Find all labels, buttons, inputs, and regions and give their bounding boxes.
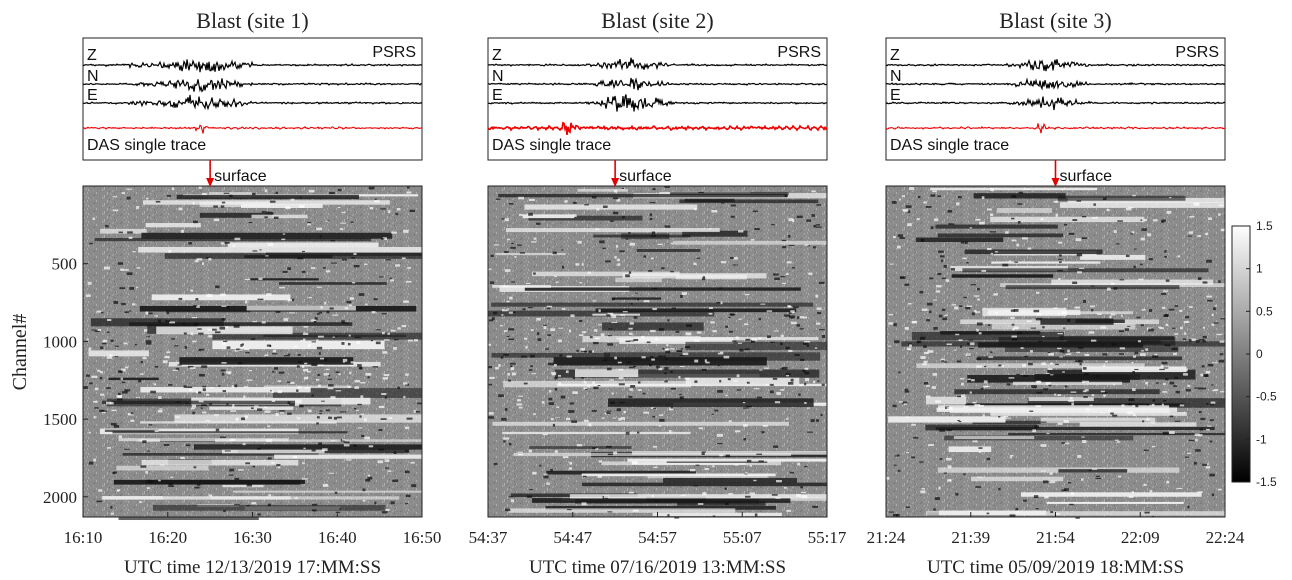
station-label: PSRS [1175, 44, 1219, 61]
colorbar-tick-label: -1 [1256, 432, 1267, 446]
das-label: DAS single trace [492, 137, 611, 154]
x-tick-label: 55:17 [808, 528, 847, 547]
station-label: PSRS [777, 44, 821, 61]
x-tick-label: 16:40 [318, 528, 357, 547]
das-label: DAS single trace [87, 137, 206, 154]
x-tick-label: 54:37 [469, 528, 508, 547]
surface-label: surface [1060, 168, 1113, 185]
colorbar-tick-label: -0.5 [1256, 390, 1277, 404]
colorbar-tick-label: 1.5 [1256, 219, 1273, 233]
component-label-e: E [890, 87, 901, 104]
component-label-n: N [492, 68, 504, 85]
x-tick-label: 21:24 [867, 528, 906, 547]
surface-arrow-head [611, 178, 620, 187]
x-tick-label: 21:54 [1036, 528, 1075, 547]
das-trace [82, 124, 423, 134]
seismogram-trace-e [82, 94, 423, 111]
component-label-e: E [492, 87, 503, 104]
x-tick-label: 54:57 [638, 528, 677, 547]
surface-label: surface [214, 168, 267, 185]
station-label: PSRS [372, 44, 416, 61]
panel-title: Blast (site 1) [196, 8, 308, 33]
colorbar-tick-label: -1.5 [1256, 475, 1277, 489]
x-tick-label: 16:10 [64, 528, 103, 547]
panel-2: Blast (site 2) PSRS ZNE DAS single trace sur… [469, 8, 847, 578]
trace-box [885, 37, 1226, 161]
y-axis-label: Channel# [9, 314, 31, 391]
das-heatmap [885, 185, 1227, 519]
das-heatmap [487, 185, 828, 520]
colorbar-tick-label: 0.5 [1256, 304, 1273, 318]
component-label-z: Z [492, 47, 502, 64]
seismogram-trace-e [885, 96, 1226, 111]
seismogram-trace-e [488, 94, 828, 112]
colorbar-tick-label: 0 [1256, 347, 1263, 361]
das-trace [885, 122, 1226, 134]
seismogram-trace-z [82, 59, 423, 73]
y-tick-label: 1000 [43, 332, 77, 351]
y-tick-label: 500 [52, 255, 78, 274]
das-label: DAS single trace [890, 137, 1009, 154]
x-axis-label: UTC time 05/09/2019 18:MM:SS [927, 557, 1184, 578]
surface-arrow-head [1051, 178, 1060, 187]
x-tick-label: 55:07 [723, 528, 762, 547]
colorbar-tick-label: 1 [1256, 262, 1263, 276]
surface-label: surface [619, 168, 672, 185]
x-tick-label: 21:39 [951, 528, 990, 547]
panel-3: Blast (site 3) PSRS ZNE DAS single trace sur… [867, 8, 1245, 578]
surface-arrow-head [206, 178, 215, 187]
das-heatmap [82, 185, 423, 521]
x-tick-label: 16:20 [148, 528, 187, 547]
x-tick-label: 22:09 [1121, 528, 1160, 547]
panel-title: Blast (site 3) [999, 8, 1111, 33]
seismogram-trace-n [885, 77, 1226, 91]
seismogram-trace-n [487, 77, 828, 91]
component-label-z: Z [87, 47, 97, 64]
x-tick-label: 16:50 [403, 528, 442, 547]
y-tick-label: 2000 [43, 488, 77, 507]
x-tick-label: 22:24 [1206, 528, 1245, 547]
component-label-n: N [890, 68, 902, 85]
seismogram-trace-n [82, 78, 423, 93]
x-tick-label: 16:30 [233, 528, 272, 547]
seismogram-trace-z [885, 58, 1226, 72]
seismogram-trace-z [487, 57, 828, 71]
y-tick-label: 1500 [43, 410, 77, 429]
panel-1: Blast (site 1) PSRS ZNE DAS single trace sur… [43, 8, 441, 578]
das-trace [487, 121, 828, 135]
x-tick-label: 54:47 [553, 528, 592, 547]
trace-box [82, 37, 423, 161]
colorbar: 1.5 1 0.5 0 -0.5 -1 -1.5 [1231, 219, 1277, 489]
component-label-z: Z [890, 47, 900, 64]
component-label-e: E [87, 87, 98, 104]
component-label-n: N [87, 68, 99, 85]
panel-title: Blast (site 2) [601, 8, 713, 33]
x-axis-label: UTC time 07/16/2019 13:MM:SS [529, 557, 786, 578]
x-axis-label: UTC time 12/13/2019 17:MM:SS [124, 557, 381, 578]
